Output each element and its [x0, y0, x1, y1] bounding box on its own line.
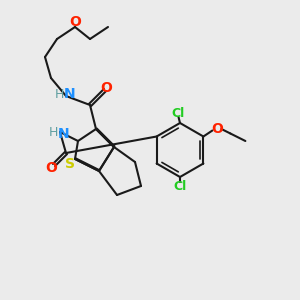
- Text: H: H: [55, 88, 64, 101]
- Text: N: N: [64, 88, 75, 101]
- Text: N: N: [58, 128, 69, 141]
- Text: Cl: Cl: [172, 106, 185, 120]
- Text: O: O: [211, 122, 223, 136]
- Text: O: O: [69, 15, 81, 28]
- Text: O: O: [45, 161, 57, 175]
- Text: Cl: Cl: [173, 180, 187, 193]
- Text: H: H: [49, 126, 58, 139]
- Text: S: S: [65, 157, 76, 170]
- Text: O: O: [100, 82, 112, 95]
